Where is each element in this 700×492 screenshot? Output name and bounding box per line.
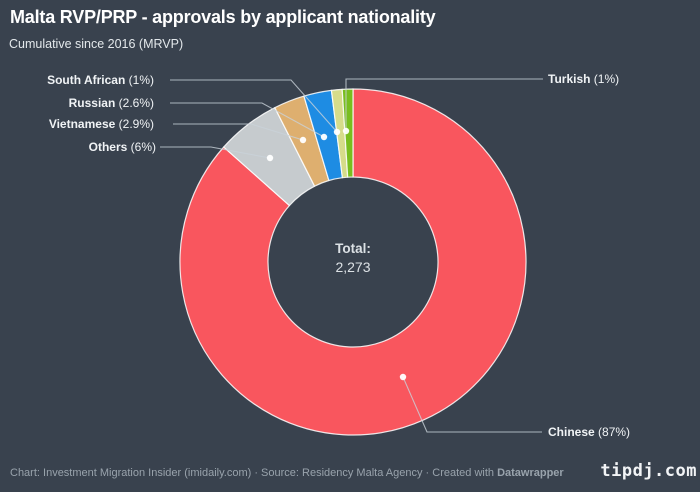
total-title: Total: xyxy=(335,241,371,256)
leader-russian xyxy=(170,102,325,138)
label-vietnamese: Vietnamese (2.9%) xyxy=(48,117,154,131)
footer-source-link[interactable]: Residency Malta Agency xyxy=(302,467,423,479)
callout-dot-south-african xyxy=(333,128,341,136)
total-value: 2,273 xyxy=(335,259,371,275)
footer-source-prefix: Source: xyxy=(261,467,303,479)
leader-chinese xyxy=(402,376,542,433)
leader-vietnamese xyxy=(173,123,304,141)
chart-title: Malta RVP/PRP - approvals by applicant n… xyxy=(10,7,436,27)
callout-dot-chinese xyxy=(399,373,407,381)
callout-dot-russian xyxy=(320,133,328,141)
watermark: tipdj.com xyxy=(600,461,697,481)
label-south-african: South African (1%) xyxy=(47,73,154,87)
callout-dot-others xyxy=(266,154,274,162)
slice-chinese[interactable] xyxy=(179,88,527,436)
donut-center-label: Total: 2,273 xyxy=(288,239,418,277)
footer-chart-credit-link[interactable]: Investment Migration Insider (imidaily.c… xyxy=(43,467,252,479)
label-others: Others (6%) xyxy=(88,140,156,154)
callout-dot-turkish xyxy=(342,127,350,135)
footer-separator-2: · xyxy=(422,467,433,479)
footer-separator: · xyxy=(251,467,262,479)
leader-turkish xyxy=(345,78,543,131)
label-turkish: Turkish (1%) xyxy=(548,72,620,86)
label-russian: Russian (2.6%) xyxy=(68,96,154,110)
chart-subtitle: Cumulative since 2016 (MRVP) xyxy=(9,37,184,51)
footer-credit: Chart: Investment Migration Insider (imi… xyxy=(10,466,570,480)
footer-created-with: Created with xyxy=(432,467,498,479)
footer-chart-prefix: Chart: xyxy=(10,467,44,479)
leader-south-african xyxy=(170,79,338,133)
datawrapper-brand-link[interactable]: Datawrapper xyxy=(497,467,564,479)
leader-others xyxy=(160,146,271,159)
leader-lines xyxy=(160,78,543,433)
callout-dot-vietnamese xyxy=(299,136,307,144)
label-chinese: Chinese (87%) xyxy=(548,425,631,439)
